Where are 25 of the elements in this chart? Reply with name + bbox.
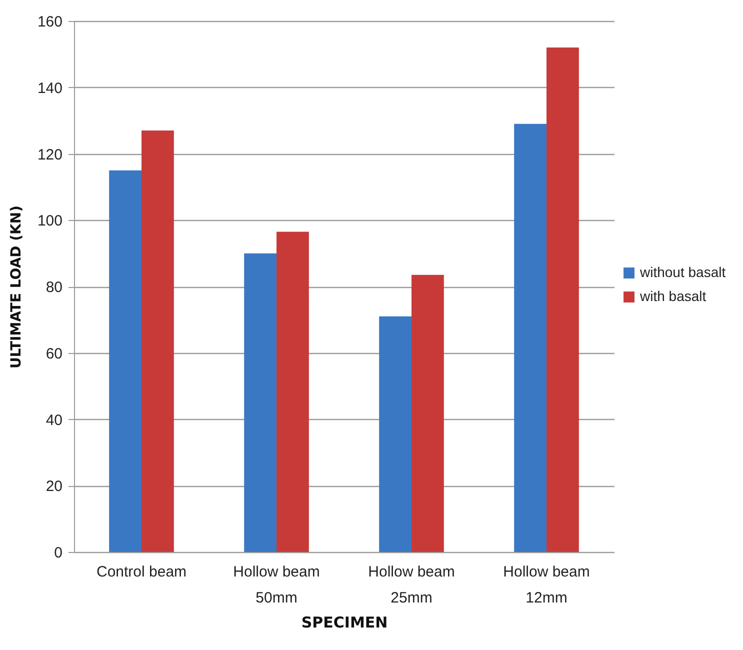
y-tick-label: 40: [46, 412, 62, 429]
y-tick-label: 20: [46, 478, 62, 496]
bar: [244, 253, 276, 552]
bar: [412, 274, 444, 552]
y-axis-title: ULTIMATE LOAD (KN): [8, 205, 24, 369]
x-tick-label: Hollow beam 25mm: [368, 564, 455, 606]
y-tick-label: 140: [37, 80, 62, 97]
bar: [276, 232, 309, 552]
bar: [514, 124, 546, 552]
x-tick-label: Control beam: [96, 564, 187, 580]
legend-label: without basalt: [639, 264, 726, 280]
bar: [109, 170, 142, 552]
y-tick-label: 60: [46, 345, 62, 362]
x-axis-title: SPECIMEN: [301, 614, 388, 632]
x-tick-label: Hollow beam 50mm: [233, 564, 320, 606]
bar: [379, 316, 412, 552]
y-tick-label: 100: [37, 212, 62, 230]
x-tick-label: Hollow beam 12mm: [503, 564, 590, 606]
bar: [546, 48, 579, 552]
y-tick-label: 160: [37, 14, 62, 30]
y-tick-label: 0: [54, 544, 62, 562]
bar: [142, 130, 174, 552]
y-tick-label: 120: [37, 146, 62, 164]
legend-label: with basalt: [639, 288, 706, 304]
y-tick-label: 80: [46, 279, 62, 296]
